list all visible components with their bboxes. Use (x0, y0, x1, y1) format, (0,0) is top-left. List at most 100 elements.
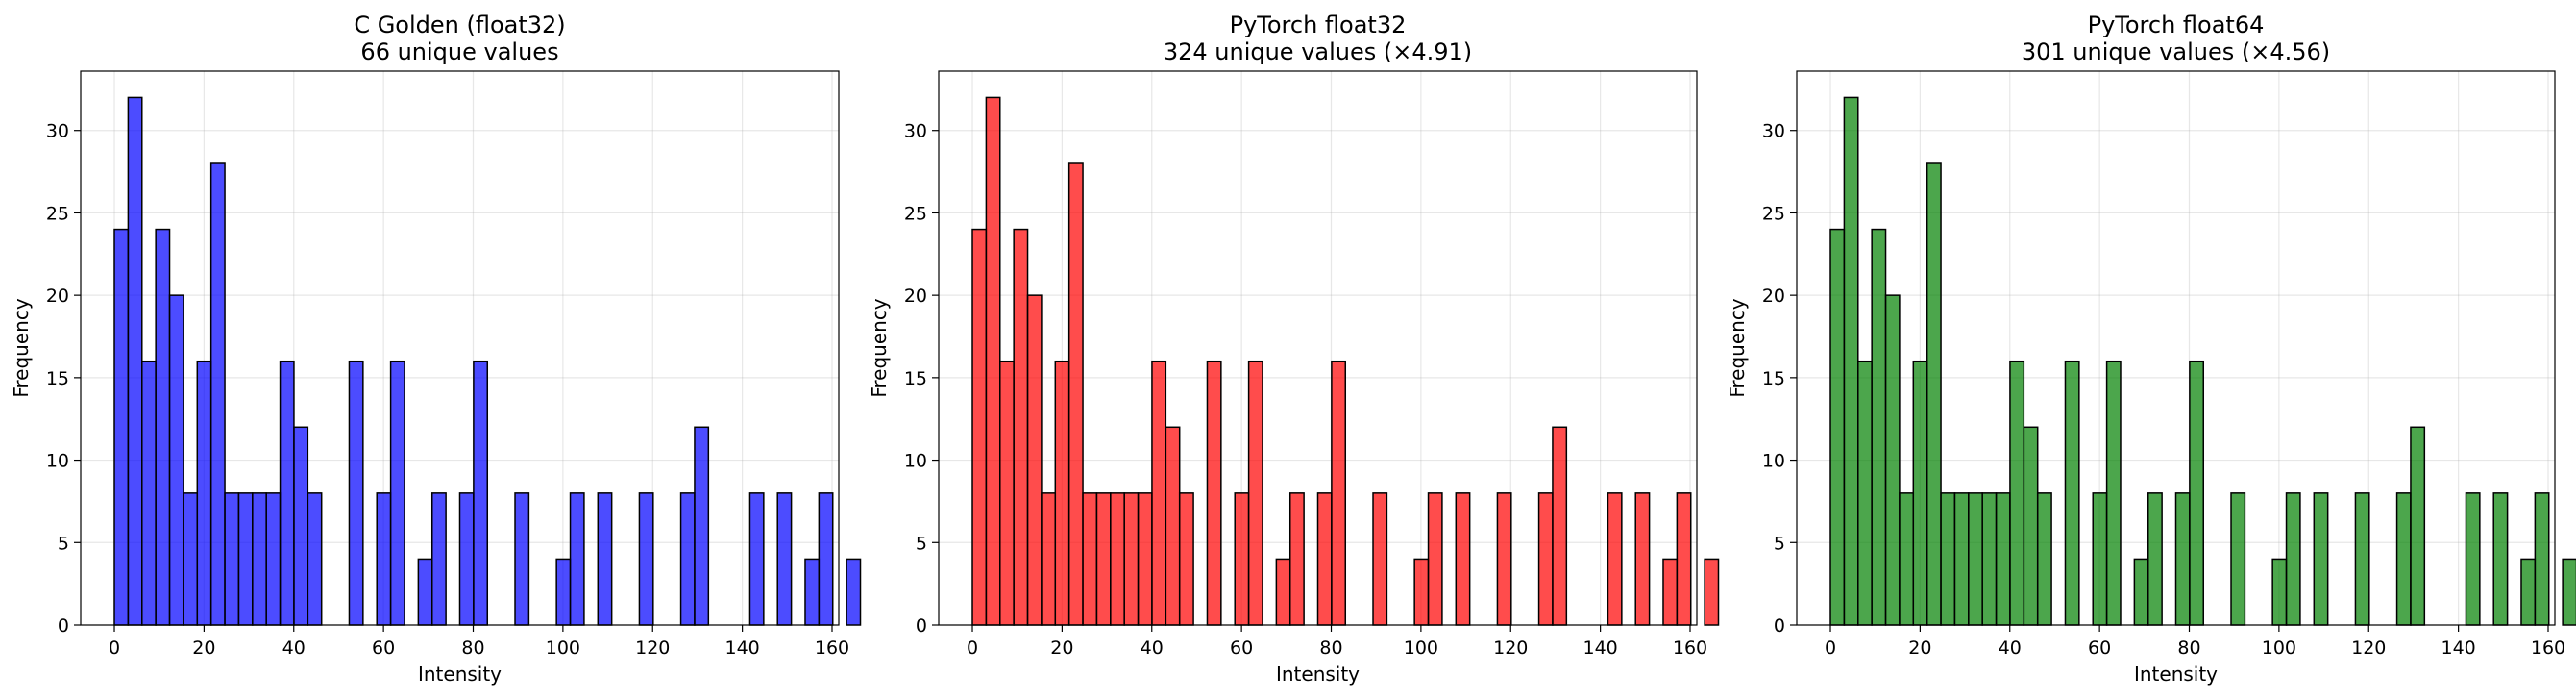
axes-frame (938, 70, 1698, 626)
y-tick-label: 25 (904, 203, 927, 224)
x-tick-label: 20 (1908, 637, 1931, 659)
histogram-bar (1981, 492, 1998, 626)
histogram-bar (1331, 360, 1347, 626)
histogram-bar (776, 492, 793, 626)
histogram-bar (430, 492, 447, 626)
histogram-bar (1288, 492, 1305, 626)
y-tick-label: 0 (916, 615, 927, 637)
x-axis-label: Intensity (2134, 662, 2218, 686)
histogram-bar (1041, 492, 1057, 626)
chart-subtitle: 66 unique values (360, 38, 558, 65)
histogram-bar (2562, 558, 2576, 626)
histogram-bar (818, 492, 834, 626)
histogram-bar (2492, 492, 2509, 626)
histogram-bar (417, 558, 433, 626)
y-axis-label: Frequency (868, 298, 891, 397)
histogram-bar (2036, 492, 2052, 626)
histogram-bar (1137, 492, 1153, 626)
chart-title: PyTorch float64 (2088, 12, 2265, 38)
histogram-bar (141, 360, 157, 626)
histogram-bar (2271, 558, 2288, 626)
y-tick-label: 30 (1762, 121, 1785, 142)
x-tick-label: 60 (2088, 637, 2111, 659)
histogram-bar (985, 96, 1001, 626)
histogram-bar (279, 360, 295, 626)
histogram-bar (2133, 558, 2149, 626)
histogram-bar (2105, 360, 2122, 626)
histogram-bar (1026, 294, 1043, 626)
histogram-bar (1940, 492, 1956, 626)
x-tick-label: 100 (2262, 637, 2296, 659)
histogram-bar (265, 492, 282, 626)
x-tick-label: 140 (2441, 637, 2475, 659)
histogram-bar (1926, 162, 1942, 626)
x-tick-label: 60 (372, 637, 395, 659)
histogram-bar (2189, 360, 2205, 626)
y-axis-label: Frequency (10, 298, 33, 397)
x-tick-label: 20 (1050, 637, 1073, 659)
histogram-bar (1013, 228, 1029, 626)
x-tick-label: 140 (1582, 637, 1617, 659)
y-tick-label: 10 (1762, 451, 1785, 472)
histogram-bar (1455, 492, 1471, 626)
x-tick-label: 160 (1673, 637, 1707, 659)
histogram-bar (1247, 360, 1263, 626)
histogram-panel-pytorch-float64: 0 20 40 60 80 100 120 140 160 0 5 10 15 20 25 30 Intensi… (1726, 12, 2576, 686)
histogram-bar (1537, 492, 1554, 626)
chart-subtitle: 301 unique values (×4.56) (2022, 38, 2330, 65)
histogram-bar (1372, 492, 1388, 626)
x-tick-label: 40 (1999, 637, 2022, 659)
x-tick-label: 60 (1230, 637, 1253, 659)
histogram-bar (209, 162, 226, 626)
histogram-bar (113, 228, 130, 626)
x-tick-label: 100 (546, 637, 580, 659)
histogram-bar (1884, 294, 1901, 626)
histogram-bar (1607, 492, 1623, 626)
histogram-bar (514, 492, 530, 626)
histogram-bar (1552, 426, 1568, 626)
x-tick-label: 40 (282, 637, 306, 659)
histogram-bar (1095, 492, 1112, 626)
histogram-bar (2520, 558, 2537, 626)
y-tick-label: 20 (46, 286, 69, 307)
histogram-bar (155, 228, 171, 626)
histogram-bar (1178, 492, 1194, 626)
histogram-bar (1082, 492, 1098, 626)
histogram-bar (2092, 492, 2108, 626)
x-tick-label: 80 (461, 637, 484, 659)
histogram-bar (127, 96, 143, 626)
histogram-bar (2174, 492, 2191, 626)
histogram-bar (2395, 492, 2412, 626)
histogram-bar (293, 426, 309, 626)
histogram-bar (2410, 426, 2426, 626)
histogram-bar (376, 492, 392, 626)
histogram-bar (307, 492, 323, 626)
histogram-panel-pytorch-float32: 0 20 40 60 80 100 120 140 160 0 5 10 15 20 25 30 Intensi… (868, 12, 1720, 686)
histogram-bar (168, 294, 184, 626)
x-tick-label: 0 (967, 637, 978, 659)
y-tick-label: 25 (46, 203, 69, 224)
histogram-bar (2009, 360, 2025, 626)
histogram-bar (2023, 426, 2039, 626)
y-tick-label: 15 (904, 368, 927, 389)
histogram-bar (638, 492, 654, 626)
y-tick-label: 0 (58, 615, 69, 637)
x-tick-label: 20 (192, 637, 215, 659)
x-tick-label: 0 (109, 637, 120, 659)
histogram-bar (971, 228, 988, 626)
histogram-bar (1912, 360, 1928, 626)
histogram-bar (569, 492, 585, 626)
histogram-bar (1067, 162, 1084, 626)
histogram-bar (389, 360, 405, 626)
x-tick-label: 160 (2531, 637, 2565, 659)
histogram-panel-c-golden: 0 20 40 60 80 100 120 140 160 0 5 10 15 20 25 30 Intensi… (10, 12, 862, 686)
histogram-bar (846, 558, 862, 626)
histogram-bar (2147, 492, 2163, 626)
histogram-bar (252, 492, 267, 626)
histogram-bar (1843, 96, 1859, 626)
y-tick-label: 20 (1762, 286, 1785, 307)
x-tick-label: 40 (1141, 637, 1164, 659)
histogram-bar (196, 360, 212, 626)
y-tick-label: 5 (916, 533, 927, 554)
